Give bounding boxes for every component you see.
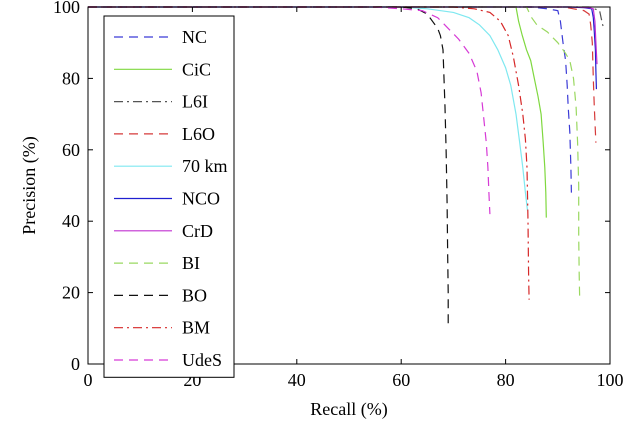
legend-label: BO [182, 285, 207, 305]
y-axis-label: Precision (%) [19, 136, 40, 234]
legend-label: UdeS [182, 350, 222, 370]
legend-label: BM [182, 318, 210, 338]
x-tick-label: 100 [597, 370, 624, 390]
series-line-bi [88, 6, 581, 300]
series-line-70-km [88, 6, 529, 211]
x-axis-label: Recall (%) [310, 399, 387, 420]
series-line-cic [88, 6, 547, 218]
plot-frame [87, 6, 611, 365]
legend-label: NC [182, 27, 207, 47]
y-tick-label: 40 [62, 211, 80, 231]
y-tick-label: 20 [62, 283, 80, 303]
legend-label: L6O [182, 124, 215, 144]
series-line-udes [88, 6, 491, 215]
legend-label: CiC [182, 59, 211, 79]
legend-label: 70 km [182, 156, 228, 176]
x-tick-label: 60 [392, 370, 410, 390]
legend-box [103, 15, 235, 378]
legend-label: L6I [182, 92, 208, 112]
x-tick-label: 40 [288, 370, 306, 390]
y-tick-label: 80 [62, 68, 80, 88]
legend-label: CrD [182, 221, 213, 241]
series-line-bm [88, 6, 530, 300]
y-tick-label: 0 [71, 354, 80, 374]
legend-label: BI [182, 253, 200, 273]
legend-label: NCO [182, 189, 220, 209]
y-tick-label: 60 [62, 140, 80, 160]
x-tick-label: 0 [84, 370, 93, 390]
x-tick-label: 80 [497, 370, 515, 390]
y-tick-label: 100 [53, 0, 80, 17]
legend: NC CiC L6I L6O 70 km NCO CrD BI BO BM UdeS [103, 15, 235, 378]
series-line-l6o [88, 6, 597, 143]
